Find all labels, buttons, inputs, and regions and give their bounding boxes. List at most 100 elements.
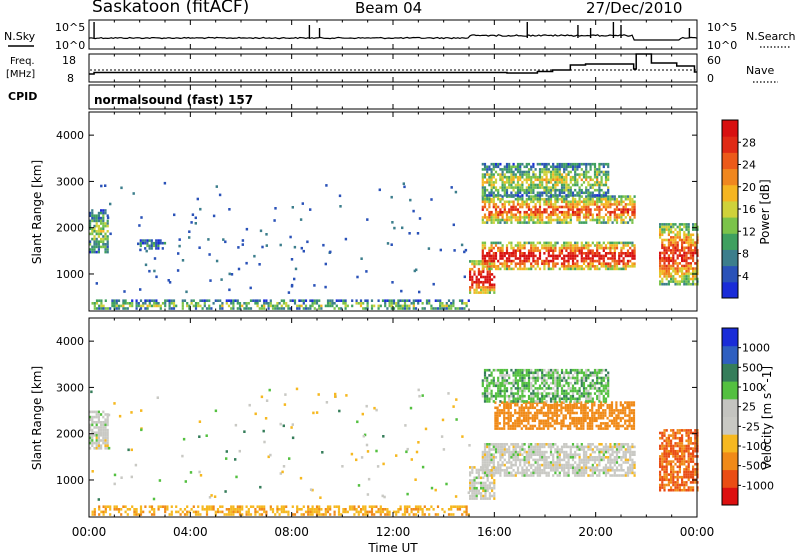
- echo-cell: [631, 443, 634, 446]
- nave-tick-right-1: 60: [707, 54, 721, 67]
- echo-cell: [430, 307, 433, 310]
- echo-cell: [558, 205, 561, 209]
- echo-cell: [549, 424, 552, 428]
- echo-cell: [124, 299, 127, 302]
- echo-cell: [525, 191, 528, 195]
- echo-cell: [516, 471, 520, 475]
- echo-cell: [536, 409, 539, 412]
- echo-cell: [622, 265, 625, 268]
- echo-cell: [104, 431, 107, 434]
- echo-cell: [536, 461, 539, 464]
- echo-cell: [473, 494, 476, 498]
- echo-cell: [326, 302, 330, 305]
- echo-cell: [93, 431, 96, 434]
- echo-cell: [576, 162, 579, 166]
- echo-cell: [236, 505, 239, 508]
- echo-cell: [514, 213, 517, 217]
- echo-cell: [414, 505, 418, 508]
- echo-cell: [410, 508, 413, 511]
- echo-cell: [525, 210, 528, 214]
- echo-cell: [571, 374, 575, 377]
- echo-cell: [599, 406, 603, 410]
- echo-cell: [538, 392, 542, 395]
- echo-cell: [483, 168, 487, 171]
- echo-cell: [477, 471, 480, 474]
- echo-cell: [596, 474, 599, 477]
- echo-cell: [569, 188, 572, 192]
- echo-cell: [600, 200, 603, 204]
- echo-cell: [692, 243, 695, 247]
- echo-cell: [589, 191, 592, 195]
- echo-cell: [549, 173, 553, 176]
- echo-cell: [560, 175, 564, 179]
- echo-cell: [137, 242, 140, 246]
- echo-cell: [503, 194, 506, 197]
- echo-cell: [439, 299, 442, 302]
- echo-cell: [536, 450, 539, 454]
- echo-cell: [530, 453, 533, 456]
- echo-cell: [510, 216, 513, 219]
- echo-cell: [569, 416, 572, 420]
- echo-cell: [106, 224, 109, 228]
- echo-cell: [510, 210, 513, 214]
- echo-cell: [178, 238, 181, 241]
- echo-cell: [309, 299, 312, 302]
- echo-cell: [667, 249, 670, 252]
- echo-cell: [188, 236, 191, 239]
- echo-cell: [589, 194, 592, 197]
- echo-cell: [574, 450, 577, 454]
- echo-cell: [611, 450, 614, 454]
- echo-cell: [480, 497, 483, 500]
- echo-cell: [678, 249, 681, 252]
- echo-cell: [514, 411, 517, 415]
- echo-cell: [536, 186, 539, 189]
- echo-cell: [602, 173, 605, 176]
- echo-cell: [543, 394, 546, 398]
- echo-cell: [626, 252, 630, 255]
- echo-cell: [569, 249, 572, 252]
- echo-cell: [565, 203, 568, 206]
- echo-cell: [91, 219, 94, 223]
- echo-cell: [587, 188, 590, 192]
- echo-cell: [131, 505, 134, 508]
- echo-cell: [538, 203, 542, 206]
- echo-cell: [532, 173, 535, 176]
- echo-cell: [309, 307, 312, 310]
- echo-cell: [611, 197, 614, 201]
- echo-cell: [667, 272, 670, 276]
- echo-cell: [554, 205, 557, 209]
- echo-cell: [483, 188, 487, 192]
- echo-cell: [615, 267, 619, 271]
- echo-cell: [344, 304, 347, 308]
- echo-cell: [547, 249, 550, 252]
- echo-cell: [672, 280, 675, 283]
- echo-cell: [490, 210, 493, 214]
- echo-cell: [208, 299, 211, 302]
- echo-cell: [609, 445, 612, 449]
- echo-cell: [618, 203, 621, 206]
- echo-cell: [558, 403, 561, 407]
- echo-cell: [469, 270, 472, 274]
- echo-cell: [602, 422, 605, 425]
- echo-cell: [139, 241, 142, 245]
- echo-cell: [493, 291, 496, 294]
- echo-cell: [102, 431, 105, 434]
- echo-cell: [496, 406, 499, 410]
- echo-cell: [512, 186, 515, 189]
- echo-cell: [598, 188, 601, 192]
- echo-cell: [571, 471, 575, 475]
- echo-cell: [483, 191, 487, 195]
- echo-cell: [659, 223, 662, 226]
- echo-cell: [681, 272, 684, 276]
- echo-cell: [488, 249, 491, 252]
- echo-cell: [609, 461, 612, 464]
- echo-cell: [516, 456, 520, 459]
- echo-cell: [600, 188, 603, 192]
- echo-cell: [663, 228, 666, 231]
- echo-cell: [95, 224, 98, 228]
- echo-cell: [520, 411, 523, 415]
- echo-cell: [97, 240, 100, 243]
- echo-cell: [508, 445, 511, 449]
- echo-cell: [100, 237, 103, 241]
- echo-cell: [443, 307, 446, 310]
